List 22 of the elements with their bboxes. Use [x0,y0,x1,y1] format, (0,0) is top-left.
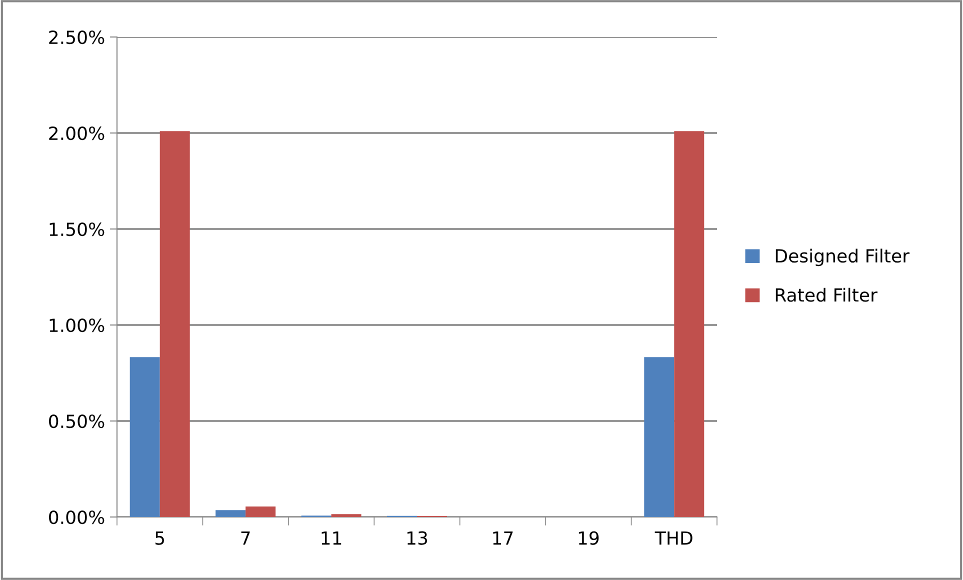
y-tick-label: 1.50% [50,222,104,236]
x-tick-label: 13 [407,531,428,545]
bar [674,131,704,517]
x-tick-label: 19 [578,531,599,545]
legend-label: Rated Filter [776,288,878,302]
bar [216,510,246,517]
x-tick-label: 11 [322,531,342,545]
y-tick-label: 1.00% [50,318,104,332]
bar [246,506,276,517]
bar [644,357,674,517]
bar [331,514,362,517]
legend-label: Designed Filter [776,248,910,266]
y-tick-label: 0.50% [49,414,104,428]
x-tick-label: 17 [493,531,513,545]
x-tick-label: 5 [156,531,164,545]
bar [130,357,160,517]
y-tick-label: 0.00% [49,510,104,524]
x-tick-label: THD [654,531,692,545]
y-tick-label: 2.00% [49,126,104,140]
y-tick-label: 2.50% [49,30,104,44]
bar [160,131,190,517]
x-tick-label: 7 [241,531,250,545]
